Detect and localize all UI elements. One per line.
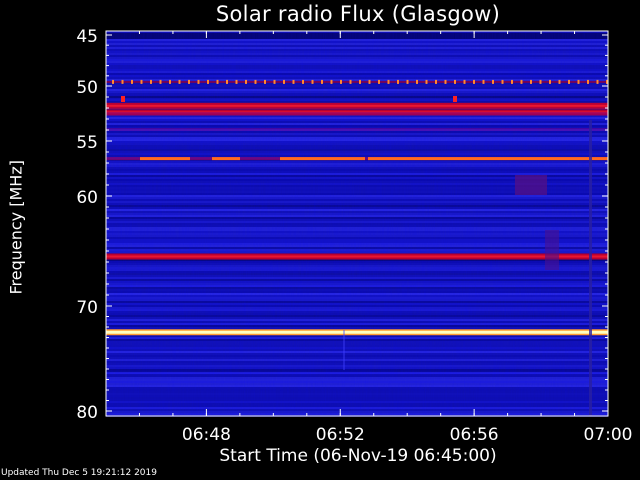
y-tick-label: 55	[76, 133, 98, 153]
band-faint	[106, 128, 608, 131]
updated-timestamp: Updated Thu Dec 5 19:21:12 2019	[1, 468, 157, 478]
band-pulse	[444, 79, 447, 84]
burst	[515, 175, 547, 195]
band-segment	[368, 157, 608, 161]
band-pulse	[501, 79, 504, 84]
plot-frame	[105, 30, 609, 417]
noise-overlay	[106, 31, 608, 416]
band-pulse	[568, 79, 570, 84]
band-pulse	[387, 79, 390, 84]
band-pulse	[425, 79, 428, 84]
band-pulse	[416, 79, 418, 84]
x-tick-label: 06:52	[316, 425, 365, 445]
band-pulse	[406, 79, 409, 84]
band-pulse	[264, 79, 266, 84]
band-pulse	[349, 79, 352, 84]
chart-title: Solar radio Flux (Glasgow)	[215, 2, 501, 26]
band-pulse	[530, 79, 532, 84]
band-pulse	[549, 79, 551, 84]
band-high-core	[106, 255, 608, 258]
band-pulse	[587, 79, 589, 84]
band-pulse	[188, 79, 190, 84]
band-pulse	[226, 79, 228, 84]
band-pulse	[121, 79, 124, 84]
y-axis: 45 50 55 60 70 80	[76, 27, 608, 423]
band-pulse	[216, 79, 219, 84]
band-pulse	[359, 79, 361, 84]
band-pulse	[207, 79, 209, 84]
band-pulse	[340, 79, 342, 84]
y-tick-label: 70	[76, 298, 98, 318]
band-pulse	[169, 79, 171, 84]
x-tick-label: 06:56	[450, 425, 499, 445]
band-pulse	[368, 79, 371, 84]
band-pulse	[140, 79, 143, 84]
band-pulse	[235, 79, 238, 84]
band-pulse	[577, 79, 580, 84]
y-tick-label: 45	[76, 27, 98, 47]
x-tick-label: 06:48	[182, 425, 231, 445]
band-pulse	[283, 79, 285, 84]
band-pulse	[397, 79, 399, 84]
band-pulsed	[106, 80, 608, 83]
band-pulse	[330, 79, 333, 84]
x-axis-label: Start Time (06-Nov-19 06:45:00)	[219, 446, 497, 466]
band-pulse	[539, 79, 542, 84]
band-pulse	[492, 79, 494, 84]
band-pulse	[254, 79, 257, 84]
band-segment	[212, 157, 240, 161]
band-pulse	[511, 79, 513, 84]
band-pulse	[273, 79, 276, 84]
band-pulse	[131, 79, 133, 84]
band-pulse	[311, 79, 314, 84]
band-pulse	[302, 79, 304, 84]
x-axis: 06:48 06:52 06:56 07:00	[138, 31, 633, 445]
band-pulse	[454, 79, 456, 84]
y-axis-label: Frequency [MHz]	[6, 160, 26, 295]
vertical-streak	[589, 120, 592, 416]
band-pulse	[435, 79, 437, 84]
y-tick-label: 60	[76, 188, 98, 208]
band-pulse	[558, 79, 561, 84]
y-tick-label: 50	[76, 78, 98, 98]
band-pulse	[150, 79, 152, 84]
band-pulse	[606, 79, 608, 84]
plot-area	[105, 30, 609, 417]
band-pulse	[197, 79, 200, 84]
burst	[453, 96, 457, 102]
y-tick-label: 80	[76, 403, 98, 423]
band-peak	[106, 330, 608, 334]
band-pulse	[292, 79, 295, 84]
band-pulse	[520, 79, 523, 84]
band-segment	[140, 157, 190, 161]
vertical-streak	[343, 330, 345, 370]
band-segment	[280, 157, 365, 161]
band-pulse	[463, 79, 466, 84]
band-pulse	[245, 79, 247, 84]
band-pulse	[482, 79, 485, 84]
band-high-core	[106, 104, 608, 107]
burst	[121, 96, 125, 102]
band-pulse	[473, 79, 475, 84]
band-faint	[106, 112, 608, 115]
band-pulse	[178, 79, 181, 84]
burst	[545, 230, 559, 270]
band-pulse	[112, 79, 114, 84]
band-pulse	[596, 79, 599, 84]
band-pulse	[159, 79, 162, 84]
x-tick-label: 07:00	[584, 425, 633, 445]
band-pulse	[321, 79, 323, 84]
band-pulse	[378, 79, 380, 84]
